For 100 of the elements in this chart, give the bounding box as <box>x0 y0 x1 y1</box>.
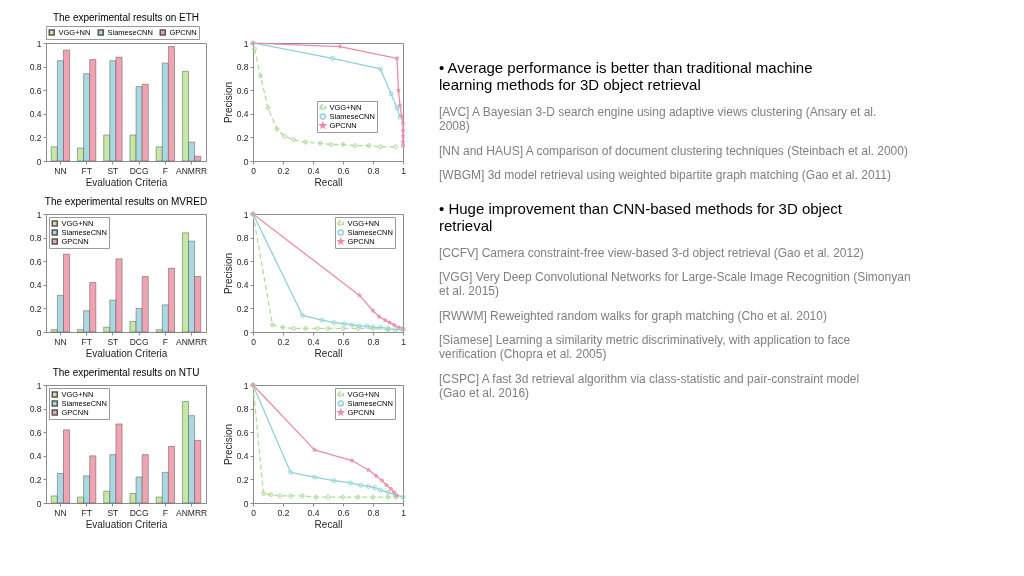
x-tick-label: FT <box>81 165 92 176</box>
point <box>364 323 370 329</box>
chart-title: The experimental results on NTU <box>52 367 200 378</box>
y-tick-label: 0.8 <box>29 62 42 73</box>
point <box>391 322 397 327</box>
point <box>357 292 362 298</box>
y-tick-label: 0.2 <box>29 303 42 314</box>
y-tick-label: 0.8 <box>29 233 42 244</box>
text: [WBGM] 3d model retrieval using weighted bipartite graph matching (Gao et al. 2011) <box>439 168 892 182</box>
x-tick-label: 0.6 <box>337 165 350 176</box>
x-tick-label: DCG <box>129 507 149 518</box>
x-tick-label: ANMRR <box>175 507 208 518</box>
point <box>325 494 331 500</box>
point <box>394 55 400 61</box>
x-tick-label: ST <box>107 165 119 176</box>
point <box>366 484 371 489</box>
point <box>270 322 275 328</box>
x-tick-label: FT <box>81 507 92 518</box>
x-tick-label: 0.2 <box>277 507 290 518</box>
x-tick-label: ANMRR <box>175 336 208 347</box>
x-axis-title: Recall <box>314 348 343 359</box>
point <box>349 458 355 463</box>
point <box>378 487 383 493</box>
y-tick-label: 0.4 <box>236 451 249 462</box>
point <box>277 493 283 499</box>
point <box>352 143 358 149</box>
point <box>388 91 394 97</box>
y-tick-label: 0.4 <box>29 280 42 291</box>
point <box>388 486 394 491</box>
x-tick-label: 0.2 <box>277 165 290 176</box>
point <box>373 473 379 478</box>
x-tick-label: 0 <box>251 507 257 518</box>
x-tick-label: 0.8 <box>367 336 380 347</box>
chart-title: The experimental results on ETH <box>52 11 200 23</box>
x-tick-label: 1 <box>401 165 407 176</box>
point <box>325 326 331 331</box>
x-tick-label: 1 <box>401 336 407 347</box>
y-axis-title: Precision <box>222 252 234 295</box>
point <box>348 480 353 486</box>
point <box>378 66 383 72</box>
point <box>358 482 364 488</box>
point <box>312 474 317 480</box>
point <box>340 494 346 500</box>
x-axis-title: Evaluation Criteria <box>85 177 168 188</box>
y-axis-title: Precision <box>222 423 234 466</box>
point <box>340 142 346 147</box>
y-tick-label: 0.2 <box>236 303 249 314</box>
point <box>382 317 388 323</box>
point <box>303 139 308 145</box>
y-tick-label: 0 <box>243 327 249 338</box>
point <box>328 142 334 147</box>
x-tick-label: 0 <box>251 336 257 347</box>
point <box>288 493 293 499</box>
point <box>393 144 398 150</box>
point <box>315 326 320 331</box>
x-tick-label: ST <box>107 336 119 347</box>
point <box>384 482 389 488</box>
y-tick-label: 0.2 <box>29 132 42 143</box>
y-tick-label: 0.6 <box>29 85 42 96</box>
point <box>342 321 347 327</box>
point <box>288 469 293 475</box>
x-axis-title: Recall <box>314 519 343 530</box>
point <box>268 492 274 498</box>
point <box>387 320 392 325</box>
x-axis-title: Evaluation Criteria <box>85 519 168 530</box>
chart-title: The experimental results on MVRED <box>44 196 208 207</box>
x-tick-label: 0.6 <box>337 336 350 347</box>
point <box>291 326 296 331</box>
text: • Average performance is better than traditional machine learning methods for 3D object retrieval <box>439 59 813 93</box>
point <box>280 324 286 330</box>
text: [Siamese] Learning a similarity metric discriminatively, with application to face verification (Chopra et al. 2005) <box>439 333 851 361</box>
point <box>331 478 337 484</box>
point <box>274 126 280 132</box>
x-tick-label: FT <box>81 336 92 347</box>
y-tick-label: 1 <box>36 209 42 220</box>
x-tick-label: 0.8 <box>367 165 380 176</box>
y-tick-label: 1 <box>243 209 249 220</box>
point <box>291 137 296 143</box>
x-axis-title: Evaluation Criteria <box>85 348 168 359</box>
x-tick-label: 1 <box>401 507 407 518</box>
point <box>396 87 401 93</box>
text: [CSPC] A fast 3d retrieval algorithm via class-statistic and pair-constraint model (Gao et al. 2016) <box>439 372 860 400</box>
y-tick-label: 0.2 <box>236 474 249 485</box>
x-tick-label: NN <box>54 165 67 176</box>
point <box>319 317 325 323</box>
text: [RWWM] Reweighted random walks for graph matching (Cho et al. 2010) <box>439 309 827 323</box>
x-tick-label: 0 <box>251 165 257 176</box>
point <box>400 139 406 145</box>
y-tick-label: 1 <box>243 38 249 49</box>
point <box>370 494 376 500</box>
point <box>330 55 335 61</box>
y-tick-label: 1 <box>36 38 42 49</box>
point <box>331 320 337 326</box>
y-tick-label: 0.6 <box>29 256 42 267</box>
x-tick-label: DCG <box>129 165 149 176</box>
point <box>349 322 355 328</box>
point <box>366 467 371 473</box>
x-axis-title: Recall <box>314 177 343 188</box>
point <box>300 493 305 499</box>
x-tick-label: NN <box>54 336 67 347</box>
